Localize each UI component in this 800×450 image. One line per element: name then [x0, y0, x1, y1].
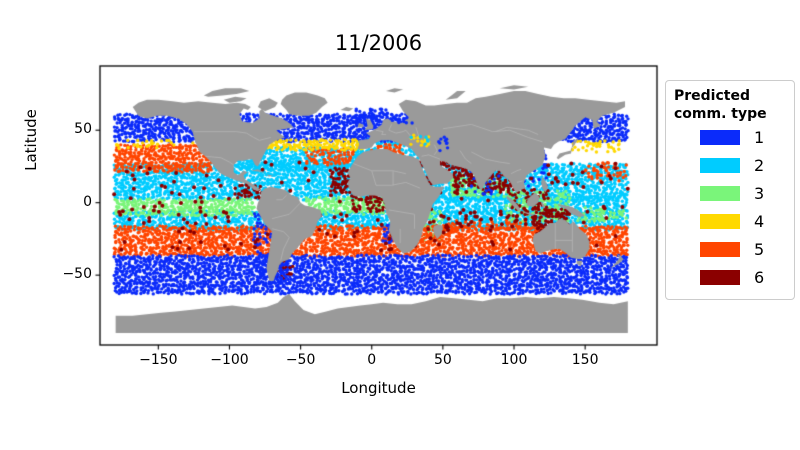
legend: Predicted comm. type 1 2 3 4 5 6 [665, 80, 795, 300]
legend-entry-label: 5 [754, 239, 765, 259]
legend-entry: 4 [674, 207, 786, 235]
legend-swatch-5 [700, 241, 740, 257]
legend-entry: 3 [674, 179, 786, 207]
x-axis-label: Longitude [341, 379, 416, 397]
legend-entry: 2 [674, 151, 786, 179]
legend-entry-label: 1 [754, 127, 765, 147]
legend-entries: 1 2 3 4 5 6 [674, 123, 786, 291]
y-tick-label: 50 [74, 121, 92, 138]
legend-entry-label: 4 [754, 211, 765, 231]
legend-entry-label: 6 [754, 267, 765, 287]
x-tick-label: 100 [500, 352, 528, 368]
y-tick-label: −50 [62, 266, 92, 283]
y-tick-label: 0 [83, 193, 92, 210]
x-tick-label: 0 [367, 352, 377, 368]
x-tick-label: −50 [285, 352, 316, 368]
legend-entry: 5 [674, 235, 786, 263]
legend-entry-label: 3 [754, 183, 765, 203]
x-tick-label: 150 [571, 352, 599, 368]
y-axis-label: Latitude [22, 109, 40, 171]
legend-swatch-6 [700, 269, 740, 285]
x-tick-label: −150 [139, 352, 178, 368]
x-tick-label: −100 [210, 352, 249, 368]
legend-swatch-4 [700, 213, 740, 229]
legend-swatch-2 [700, 157, 740, 173]
x-tick-label: 50 [433, 352, 452, 368]
legend-swatch-1 [700, 129, 740, 145]
legend-swatch-3 [700, 185, 740, 201]
legend-entry: 6 [674, 263, 786, 291]
legend-entry-label: 2 [754, 155, 765, 175]
legend-entry: 1 [674, 123, 786, 151]
chart-title: 11/2006 [334, 31, 423, 55]
legend-title: Predicted comm. type [674, 88, 767, 122]
